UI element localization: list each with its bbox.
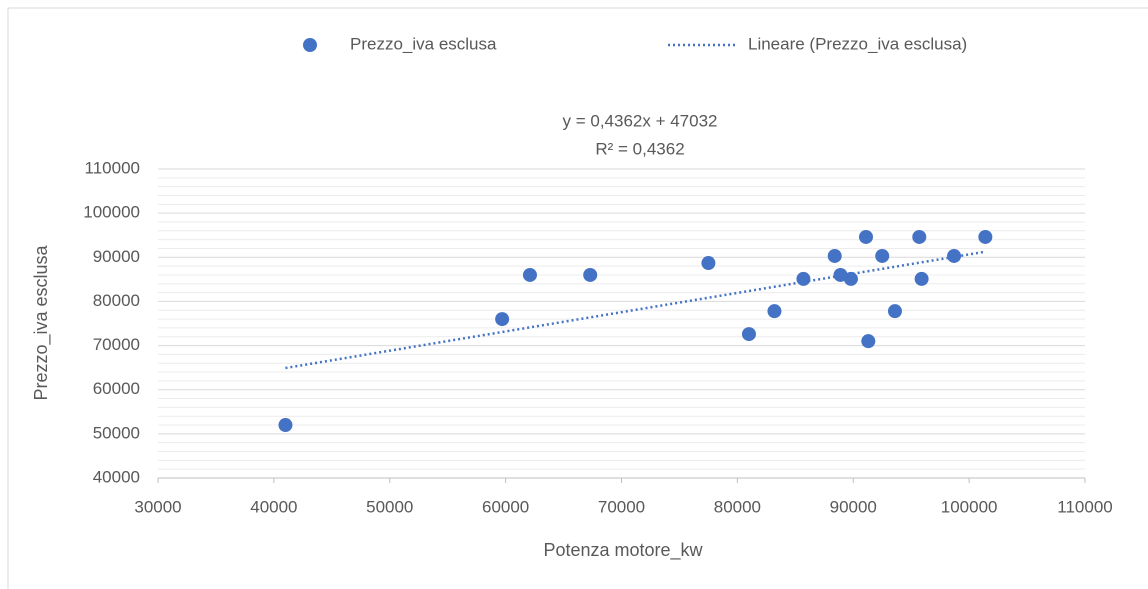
point (522, 267, 537, 282)
legend-label: Lineare (Prezzo_iva esclusa) (748, 34, 967, 53)
chart-frame (7, 7, 1148, 589)
point (875, 248, 890, 263)
y-tick-label: 110000 (85, 158, 140, 177)
x-tick-label: 30000 (134, 497, 181, 516)
trend-equation: y = 0,4362x + 47032 (562, 111, 717, 130)
x-tick-label: 70000 (598, 497, 645, 516)
point (947, 248, 962, 263)
point (827, 248, 842, 263)
y-axis-title: Prezzo_iva esclusa (31, 244, 52, 400)
point (796, 271, 811, 286)
x-tick-label: 50000 (366, 497, 413, 516)
y-tick-label: 90000 (93, 247, 140, 266)
y-tick-label: 40000 (93, 467, 140, 486)
point (912, 229, 927, 244)
point (914, 271, 929, 286)
trend-r2: R² = 0,4362 (595, 139, 684, 158)
x-tick-label: 90000 (830, 497, 877, 516)
x-tick-label: 80000 (714, 497, 761, 516)
x-tick-label: 110000 (1057, 497, 1112, 516)
point (701, 256, 716, 271)
point (858, 229, 873, 244)
point (741, 327, 756, 342)
point (887, 304, 902, 319)
x-axis-title: Potenza motore_kw (543, 540, 703, 561)
legend-marker (303, 38, 317, 52)
point (583, 267, 598, 282)
x-tick-label: 60000 (482, 497, 529, 516)
point (495, 312, 510, 327)
point (861, 334, 876, 349)
y-tick-label: 80000 (93, 291, 140, 310)
y-tick-label: 100000 (83, 203, 140, 222)
point (278, 418, 293, 433)
point (767, 304, 782, 319)
x-tick-label: 100000 (941, 497, 998, 516)
point (843, 271, 858, 286)
x-tick-label: 40000 (250, 497, 297, 516)
y-tick-label: 60000 (93, 379, 140, 398)
trendline (285, 250, 986, 370)
point (978, 229, 993, 244)
y-tick-label: 70000 (93, 335, 140, 354)
legend-label: Prezzo_iva esclusa (350, 34, 497, 53)
y-tick-label: 50000 (93, 423, 140, 442)
